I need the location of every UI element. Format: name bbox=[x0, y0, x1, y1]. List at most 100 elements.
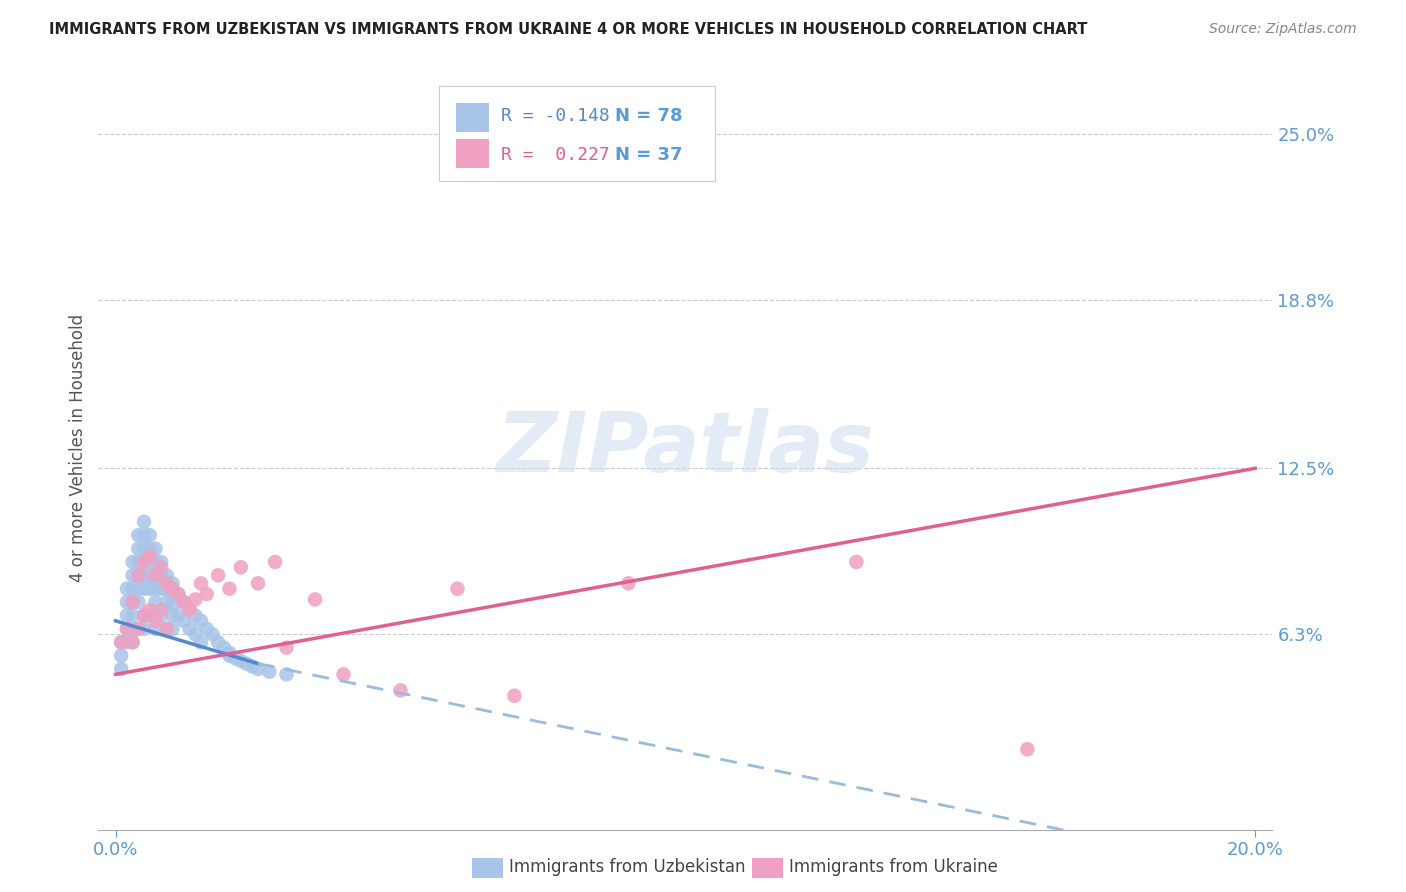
Point bbox=[138, 528, 160, 542]
Point bbox=[179, 622, 201, 636]
Point bbox=[617, 576, 640, 591]
Point bbox=[332, 667, 354, 681]
Point bbox=[121, 635, 143, 649]
Point bbox=[115, 608, 138, 623]
Point bbox=[218, 582, 240, 596]
Point bbox=[184, 608, 207, 623]
Point bbox=[156, 568, 179, 582]
Point bbox=[127, 622, 149, 636]
Point bbox=[162, 608, 184, 623]
Point bbox=[207, 635, 229, 649]
Point bbox=[132, 555, 155, 569]
Point bbox=[132, 622, 155, 636]
Text: IMMIGRANTS FROM UZBEKISTAN VS IMMIGRANTS FROM UKRAINE 4 OR MORE VEHICLES IN HOUS: IMMIGRANTS FROM UZBEKISTAN VS IMMIGRANTS… bbox=[49, 22, 1088, 37]
Point bbox=[167, 587, 190, 601]
Point bbox=[115, 582, 138, 596]
Point bbox=[138, 541, 160, 556]
Point bbox=[132, 555, 155, 569]
Point bbox=[115, 595, 138, 609]
Point bbox=[264, 555, 287, 569]
Point bbox=[121, 635, 143, 649]
Point bbox=[229, 560, 252, 574]
Point bbox=[167, 587, 190, 601]
Point bbox=[229, 654, 252, 668]
Point bbox=[145, 541, 167, 556]
Point bbox=[127, 622, 149, 636]
Point bbox=[127, 568, 149, 582]
Point bbox=[173, 595, 195, 609]
Point bbox=[121, 582, 143, 596]
Point bbox=[121, 555, 143, 569]
Point bbox=[145, 568, 167, 582]
Point bbox=[150, 568, 173, 582]
Point bbox=[1017, 742, 1039, 756]
Point bbox=[145, 622, 167, 636]
Text: R =  0.227: R = 0.227 bbox=[501, 145, 610, 163]
Point bbox=[503, 689, 526, 703]
Point bbox=[145, 555, 167, 569]
Point bbox=[110, 635, 132, 649]
Point bbox=[145, 582, 167, 596]
Point bbox=[150, 608, 173, 623]
FancyBboxPatch shape bbox=[457, 139, 489, 169]
Point bbox=[110, 635, 132, 649]
Point bbox=[132, 568, 155, 582]
Point bbox=[184, 592, 207, 607]
Point bbox=[127, 568, 149, 582]
Point bbox=[162, 598, 184, 612]
Point bbox=[218, 648, 240, 663]
Point bbox=[121, 622, 143, 636]
Point bbox=[179, 603, 201, 617]
Point bbox=[218, 646, 240, 660]
Point bbox=[195, 622, 218, 636]
Point bbox=[167, 608, 190, 623]
Text: Immigrants from Ukraine: Immigrants from Ukraine bbox=[789, 858, 998, 876]
Point bbox=[389, 683, 412, 698]
Point bbox=[207, 568, 229, 582]
Point bbox=[138, 582, 160, 596]
Point bbox=[190, 635, 212, 649]
Point bbox=[115, 622, 138, 636]
Point bbox=[156, 576, 179, 591]
Point bbox=[162, 582, 184, 596]
Point bbox=[132, 541, 155, 556]
Point bbox=[132, 608, 155, 623]
Text: N = 78: N = 78 bbox=[614, 107, 682, 126]
Point bbox=[110, 662, 132, 676]
Text: N = 37: N = 37 bbox=[614, 145, 682, 163]
Point bbox=[190, 576, 212, 591]
Point bbox=[127, 582, 149, 596]
Point bbox=[132, 515, 155, 529]
Point bbox=[127, 528, 149, 542]
Point bbox=[150, 603, 173, 617]
Point bbox=[138, 608, 160, 623]
Point bbox=[156, 582, 179, 596]
Point bbox=[201, 627, 224, 641]
Point bbox=[127, 595, 149, 609]
Point bbox=[845, 555, 868, 569]
Point bbox=[235, 657, 257, 671]
Text: R = -0.148: R = -0.148 bbox=[501, 107, 610, 126]
Point bbox=[179, 603, 201, 617]
Point bbox=[304, 592, 326, 607]
Point bbox=[127, 555, 149, 569]
FancyBboxPatch shape bbox=[457, 103, 489, 132]
Point bbox=[145, 568, 167, 582]
Text: Immigrants from Uzbekistan: Immigrants from Uzbekistan bbox=[509, 858, 745, 876]
Point bbox=[145, 595, 167, 609]
Point bbox=[173, 595, 195, 609]
Point bbox=[276, 667, 298, 681]
Point bbox=[150, 555, 173, 569]
Point bbox=[184, 627, 207, 641]
Point bbox=[145, 614, 167, 628]
Point bbox=[190, 614, 212, 628]
Point bbox=[121, 595, 143, 609]
Point bbox=[240, 659, 263, 673]
Point bbox=[156, 622, 179, 636]
Point bbox=[132, 528, 155, 542]
Y-axis label: 4 or more Vehicles in Household: 4 or more Vehicles in Household bbox=[69, 314, 87, 582]
Text: Source: ZipAtlas.com: Source: ZipAtlas.com bbox=[1209, 22, 1357, 37]
Point bbox=[224, 651, 246, 665]
Point bbox=[150, 560, 173, 574]
Point bbox=[138, 555, 160, 569]
